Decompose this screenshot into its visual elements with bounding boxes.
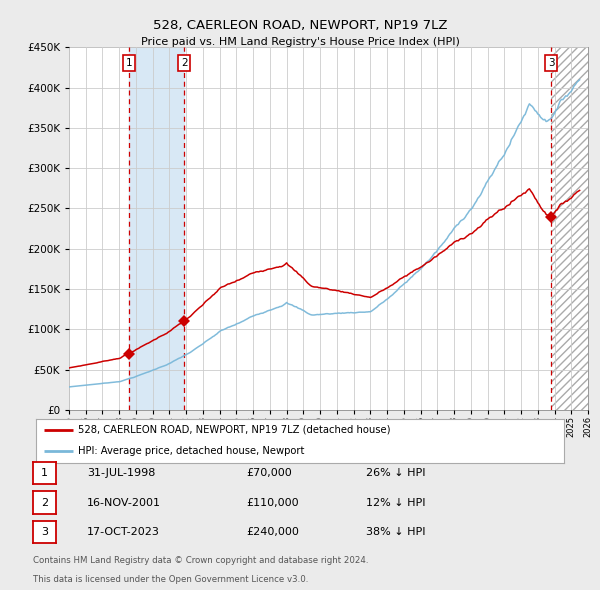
Text: 1: 1 bbox=[41, 468, 48, 478]
Text: 12% ↓ HPI: 12% ↓ HPI bbox=[366, 498, 425, 507]
Text: This data is licensed under the Open Government Licence v3.0.: This data is licensed under the Open Gov… bbox=[33, 575, 308, 584]
Text: HPI: Average price, detached house, Newport: HPI: Average price, detached house, Newp… bbox=[78, 446, 305, 455]
Text: 528, CAERLEON ROAD, NEWPORT, NP19 7LZ (detached house): 528, CAERLEON ROAD, NEWPORT, NP19 7LZ (d… bbox=[78, 425, 391, 435]
Text: 31-JUL-1998: 31-JUL-1998 bbox=[87, 468, 155, 478]
Text: 16-NOV-2001: 16-NOV-2001 bbox=[87, 498, 161, 507]
Bar bbox=[129, 47, 184, 410]
Text: 3: 3 bbox=[548, 58, 554, 68]
Text: £70,000: £70,000 bbox=[246, 468, 292, 478]
Text: 1: 1 bbox=[125, 58, 132, 68]
Text: 528, CAERLEON ROAD, NEWPORT, NP19 7LZ: 528, CAERLEON ROAD, NEWPORT, NP19 7LZ bbox=[153, 19, 447, 32]
Text: 2: 2 bbox=[181, 58, 187, 68]
Text: 2: 2 bbox=[41, 498, 48, 507]
Text: Contains HM Land Registry data © Crown copyright and database right 2024.: Contains HM Land Registry data © Crown c… bbox=[33, 556, 368, 565]
Text: Price paid vs. HM Land Registry's House Price Index (HPI): Price paid vs. HM Land Registry's House … bbox=[140, 37, 460, 47]
Text: £110,000: £110,000 bbox=[246, 498, 299, 507]
Text: 3: 3 bbox=[41, 527, 48, 537]
Text: £240,000: £240,000 bbox=[246, 527, 299, 537]
Bar bbox=[551, 47, 588, 410]
Text: 26% ↓ HPI: 26% ↓ HPI bbox=[366, 468, 425, 478]
Text: 17-OCT-2023: 17-OCT-2023 bbox=[87, 527, 160, 537]
Bar bbox=[551, 47, 588, 410]
Text: 38% ↓ HPI: 38% ↓ HPI bbox=[366, 527, 425, 537]
